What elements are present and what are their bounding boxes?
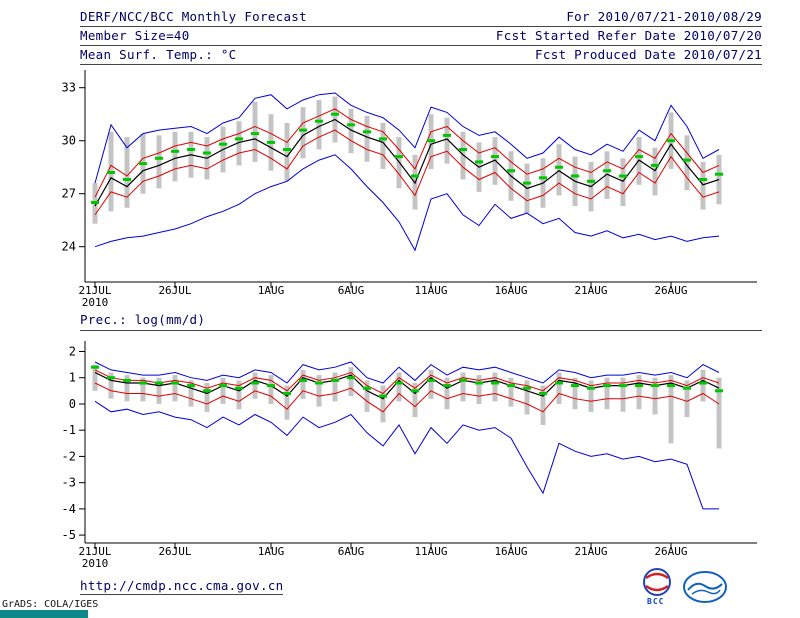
- prec-x-tick-label: 21AUG: [574, 545, 607, 558]
- prec-y-tick-label: -5: [62, 528, 76, 542]
- prec-series-upper-quartile: [94, 369, 720, 395]
- temp-x-tick-label: 21JUL: [78, 284, 111, 297]
- fcst-ref-date: Fcst Started Refer Date 2010/07/20: [495, 28, 762, 43]
- cma-logo: [683, 571, 727, 603]
- prec-series-ensemble-min: [94, 400, 719, 510]
- temp-x-tick-label: 1AUG: [258, 284, 285, 297]
- temp-series-ensemble-min: [94, 154, 720, 252]
- report-title: DERF/NCC/BCC Monthly Forecast: [80, 9, 307, 24]
- source-url: http://cmdp.ncc.cma.gov.cn: [80, 578, 284, 595]
- prec-spread-bars: [92, 364, 722, 449]
- header-rule-2: [80, 45, 762, 46]
- temp-chart-title: Mean Surf. Temp.: °C: [80, 47, 237, 62]
- prec-y-tick-label: -2: [62, 449, 76, 463]
- prec-chart-title: Prec.: log(mm/d): [80, 312, 206, 327]
- prec-x-tick-label: 6AUG: [338, 545, 365, 558]
- prec-title-rule: [80, 330, 762, 331]
- temp-series-ensemble-mean: [91, 112, 723, 204]
- temperature-chart: 24 27 30 33 21JUL 26JUL 1AUG 6AUG 11AUG 16AUG 21AU…: [62, 70, 757, 309]
- prec-y-tick-label: -3: [62, 476, 76, 490]
- bcc-logo: [643, 568, 671, 596]
- prec-x-tick-label: 1AUG: [258, 545, 285, 558]
- temp-x-tick-label: 11AUG: [414, 284, 447, 297]
- prec-y-tick-label: 2: [69, 345, 76, 359]
- prec-x-year-label: 2010: [82, 557, 109, 570]
- temp-x-tick-label: 26JUL: [158, 284, 191, 297]
- temp-spread-bars: [92, 96, 722, 224]
- prec-x-tick-label: 26AUG: [654, 545, 687, 558]
- prec-y-tick-label: -4: [62, 502, 76, 516]
- temp-x-tick-label: 16AUG: [494, 284, 527, 297]
- temp-y-tick-label: 30: [62, 134, 76, 148]
- fcst-produced-date: Fcst Produced Date 2010/07/21: [535, 47, 762, 62]
- temp-series-lower-quartile: [94, 129, 720, 216]
- precipitation-chart: -5 -4 -3 -2 -1 0 1 2 21JUL 26JUL 1AUG 6AUG 11AUG 16AU…: [62, 341, 757, 570]
- member-size-label: Member Size=40: [80, 28, 190, 43]
- prec-series-lower-quartile: [94, 382, 720, 413]
- temp-y-tick-label: 27: [62, 187, 76, 201]
- prec-series-ensemble-mean: [91, 365, 723, 398]
- prec-y-tick-label: -1: [62, 423, 76, 437]
- prec-x-tick-label: 16AUG: [494, 545, 527, 558]
- bcc-logo-label: BCC: [647, 597, 665, 606]
- prec-axes: [79, 341, 757, 549]
- temp-x-year-label: 2010: [82, 296, 109, 309]
- temp-y-tick-label: 33: [62, 81, 76, 95]
- temp-x-tick-label: 21AUG: [574, 284, 607, 297]
- prec-x-tick-label: 26JUL: [158, 545, 191, 558]
- temp-series-ensemble-max: [94, 92, 720, 184]
- temp-x-tick-label: 26AUG: [654, 284, 687, 297]
- temp-x-tick-label: 6AUG: [338, 284, 365, 297]
- temp-axes: [79, 70, 757, 288]
- temp-y-tick-label: 24: [62, 240, 76, 254]
- prec-y-tick-label: 1: [69, 371, 76, 385]
- temp-series-upper-quartile: [94, 108, 720, 198]
- grads-credit: GrADS: COLA/IGES: [2, 599, 99, 610]
- header-rule-3: [80, 64, 762, 65]
- prec-series-median: [94, 371, 720, 400]
- prec-y-tick-label: 0: [69, 397, 76, 411]
- forecast-range: For 2010/07/21-2010/08/29: [566, 9, 762, 24]
- prec-x-tick-label: 21JUL: [78, 545, 111, 558]
- temp-series-median: [94, 118, 720, 207]
- prec-x-tick-label: 11AUG: [414, 545, 447, 558]
- header-rule-1: [80, 26, 762, 27]
- prec-series-ensemble-max: [94, 361, 720, 384]
- teal-strip: [0, 610, 88, 618]
